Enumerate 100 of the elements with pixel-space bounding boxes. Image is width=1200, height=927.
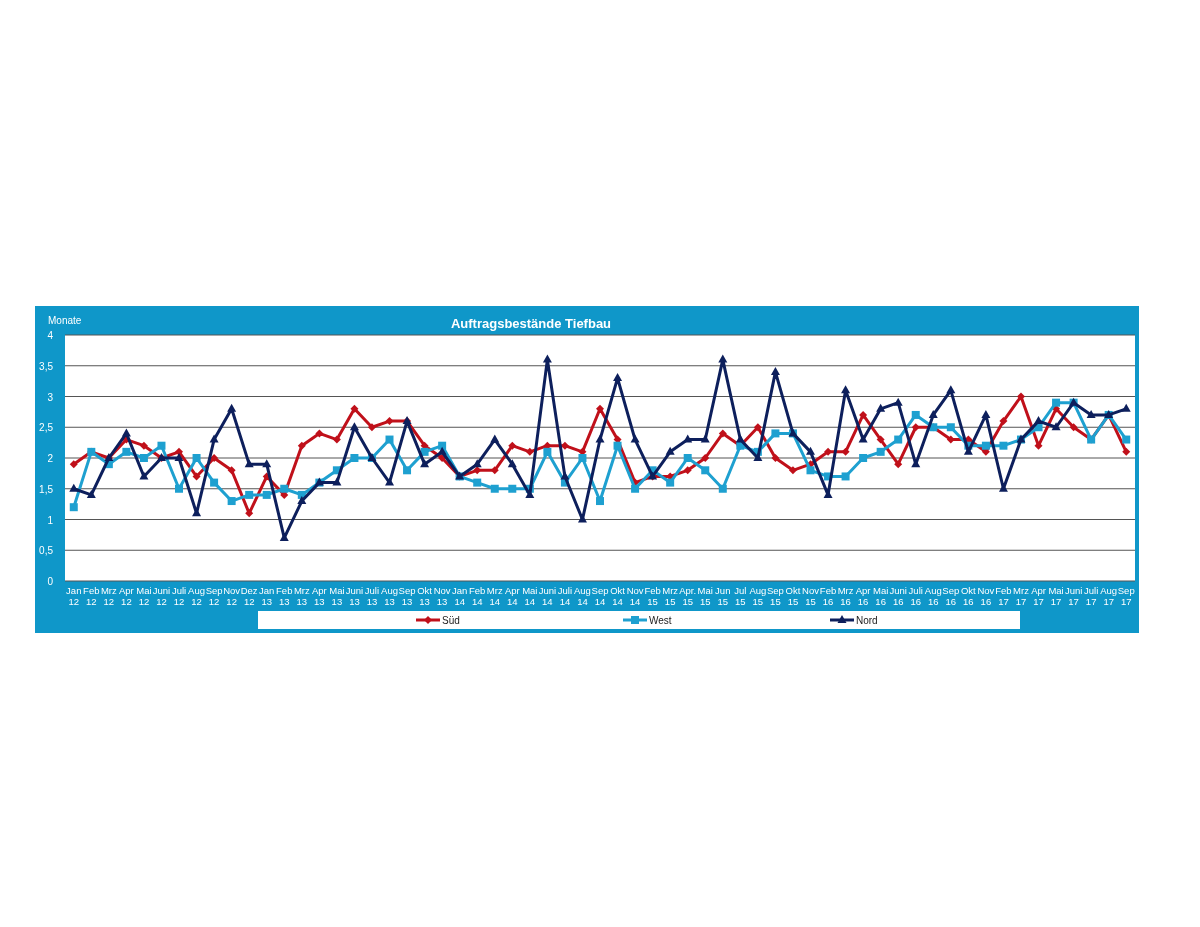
point: [999, 417, 1008, 426]
point: [753, 423, 762, 432]
y-axis-title: Monate: [48, 315, 82, 326]
x-tick-label: Nov 15: [802, 585, 820, 607]
point: [315, 429, 324, 438]
point: [297, 441, 306, 450]
x-tick-label: Mrz 12: [100, 585, 118, 607]
point: [911, 423, 920, 432]
x-tick-label: Okt 16: [960, 585, 977, 607]
x-tick-label: Jan 13: [259, 585, 275, 607]
x-tick-label: Mrz 17: [1013, 585, 1030, 607]
y-tick-label: 0,5: [39, 545, 54, 557]
x-tick-label: Juli 16: [908, 585, 923, 607]
x-tick-label: Juni 13: [345, 585, 364, 607]
y-tick-label: 2: [47, 453, 54, 464]
point: [859, 410, 868, 419]
y-tick-label: 2,5: [39, 422, 54, 434]
legend-label: West: [649, 615, 672, 626]
x-tick-label: Feb 17: [995, 585, 1012, 607]
x-tick-label: Juni 16: [889, 585, 907, 607]
x-tick-label: Aug 14: [574, 585, 591, 607]
x-tick-label: Feb 13: [276, 585, 293, 607]
y-tick-label: 1,5: [39, 483, 54, 495]
x-tick-label: Okt 13: [417, 585, 433, 607]
point: [718, 429, 727, 438]
x-tick-label: Aug 13: [381, 585, 398, 607]
legend-label: Nord: [856, 615, 878, 626]
point: [210, 454, 219, 462]
x-tick-label: Jul 15: [734, 585, 747, 607]
x-tick-label: Mai 12: [136, 585, 152, 607]
point: [332, 435, 341, 444]
point: [1122, 447, 1131, 456]
point: [227, 466, 236, 475]
point: [139, 441, 148, 450]
x-tick-label: Mai 17: [1048, 585, 1064, 607]
x-tick-label: Sep 16: [942, 585, 960, 607]
x-tick-label: Dez 12: [240, 585, 258, 607]
point: [245, 509, 254, 518]
point: [701, 454, 710, 462]
point: [385, 417, 394, 426]
x-tick-label: Feb 16: [819, 585, 837, 607]
point: [1069, 423, 1078, 432]
x-tick-label: Sep 17: [1117, 585, 1135, 607]
chart-title: Auftragsbestände Tiefbau: [450, 316, 612, 331]
x-tick-label: Apr 14: [504, 585, 520, 607]
point: [946, 435, 955, 444]
x-tick-label: Juli 14: [557, 585, 573, 607]
y-tick-label: 1: [47, 514, 54, 526]
x-tick-label: Mrz 16: [837, 585, 854, 607]
x-tick-label: Nov 12: [223, 585, 241, 607]
x-tick-label: Sep 12: [205, 585, 223, 607]
point: [192, 472, 201, 481]
point: [367, 423, 376, 432]
x-tick-label: Apr 17: [1031, 585, 1046, 607]
x-tick-label: Mai 14: [522, 585, 538, 607]
x-tick-label: Nov 13: [433, 585, 451, 607]
x-tick-label: Apr 12: [119, 585, 134, 607]
x-tick-label: Apr 16: [855, 585, 871, 607]
x-tick-label: Mai 15: [697, 585, 713, 607]
x-tick-label: Aug 12: [188, 585, 206, 607]
point: [508, 441, 517, 450]
y-tick-label: 3: [47, 391, 54, 403]
x-tick-label: Okt 14: [610, 585, 626, 607]
point: [841, 447, 850, 456]
x-tick-label: Mai 16: [873, 585, 889, 607]
point: [1016, 392, 1025, 401]
point: [894, 460, 903, 469]
point: [175, 447, 184, 456]
point: [525, 447, 534, 456]
x-tick-label: Mrz 15: [662, 585, 679, 607]
point: [771, 454, 780, 462]
point: [69, 460, 78, 469]
x-tick-label: Juni 12: [152, 585, 171, 607]
x-tick-label: Sep 13: [398, 585, 416, 607]
x-tick-label: Nov 14: [626, 585, 644, 607]
point: [788, 466, 797, 475]
x-tick-label: Feb 12: [83, 585, 100, 607]
legend-label: Süd: [442, 615, 460, 626]
x-tick-label: Jan 12: [66, 585, 82, 607]
y-tick-label: 0: [47, 576, 54, 587]
x-tick-label: Apr. 15: [679, 585, 697, 607]
point: [473, 466, 482, 475]
x-tick-label: Jun 15: [715, 585, 731, 607]
x-tick-label: Feb 15: [644, 585, 661, 607]
x-tick-label: Juli 12: [171, 585, 187, 607]
x-tick-label: Okt 15: [785, 585, 801, 607]
y-tick-label: 3,5: [39, 360, 54, 372]
x-tick-label: Juni 17: [1064, 585, 1083, 607]
x-tick-label: Nov 16: [977, 585, 995, 607]
x-tick-label: Mrz 13: [293, 585, 310, 607]
x-tick-label: Juli 17: [1084, 585, 1099, 607]
x-tick-label: Aug 16: [924, 585, 942, 607]
x-tick-label: Mai 13: [329, 585, 345, 607]
x-tick-label: Sep 14: [591, 585, 609, 607]
point: [350, 404, 359, 413]
point: [490, 466, 499, 475]
point: [683, 466, 692, 475]
x-tick-label: Apr 13: [311, 585, 327, 607]
x-tick-label: Sep 15: [766, 585, 784, 607]
y-tick-label: 4: [47, 330, 54, 341]
